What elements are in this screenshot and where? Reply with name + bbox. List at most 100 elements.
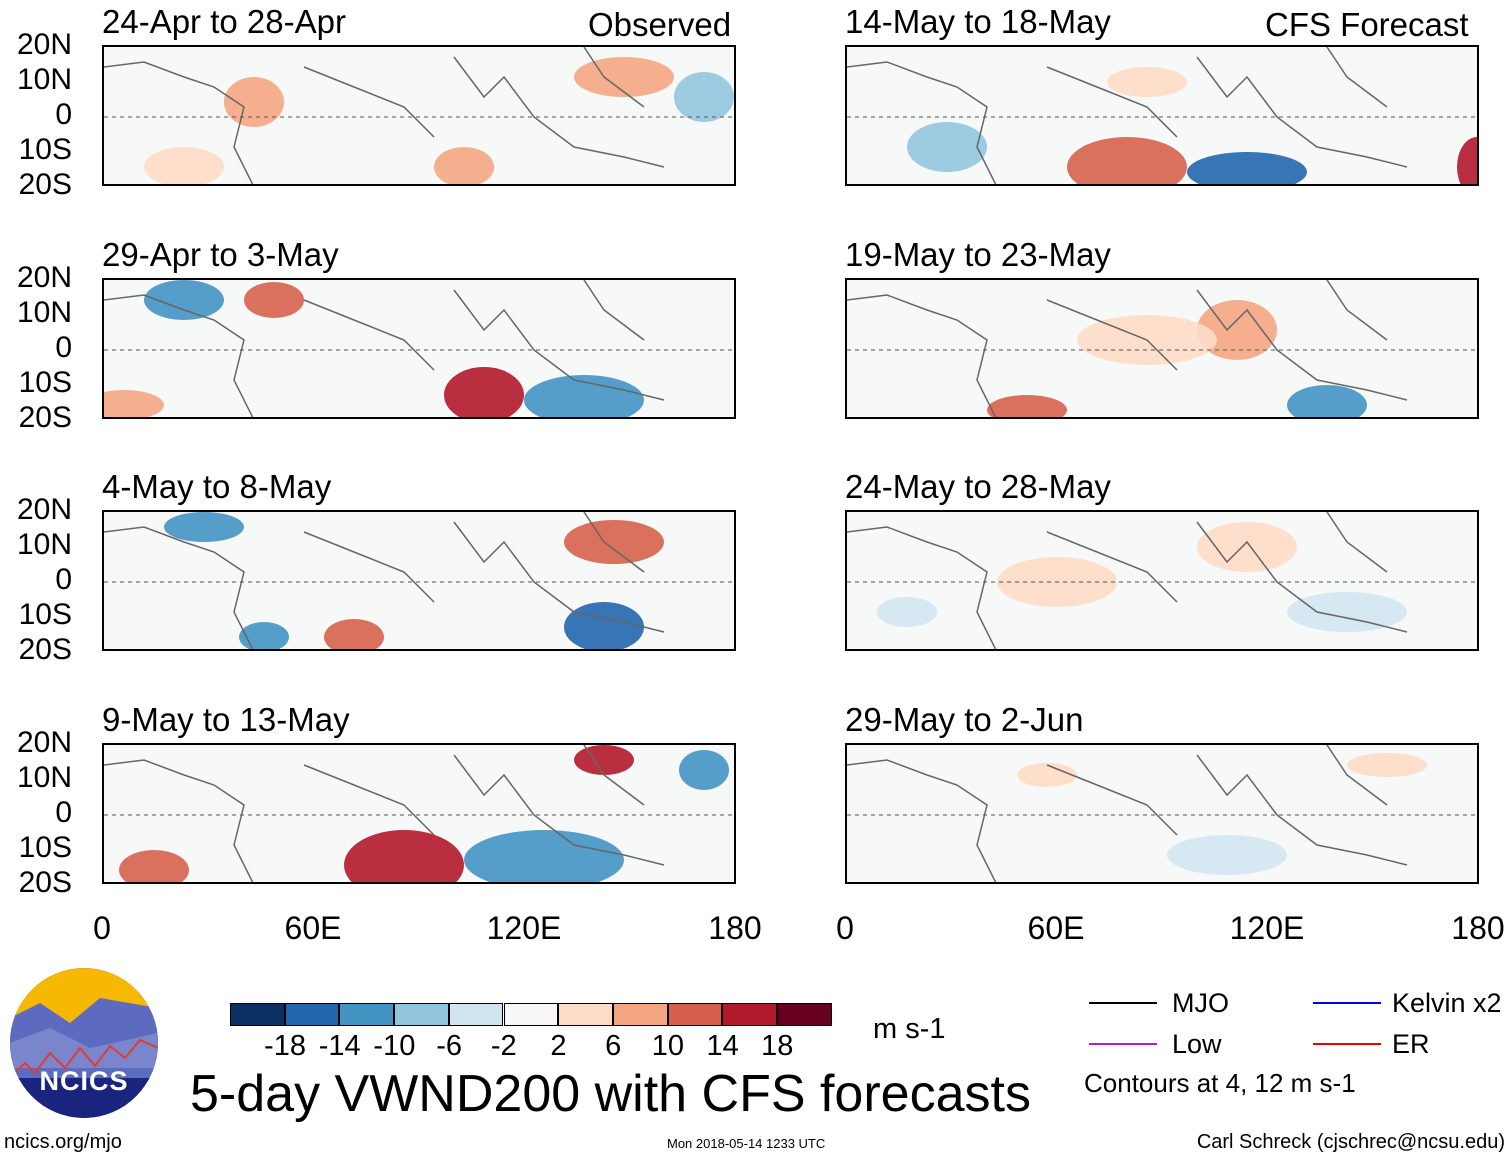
map-panel xyxy=(102,45,736,186)
anomaly-shading xyxy=(1287,592,1407,632)
anomaly-shading xyxy=(564,602,644,649)
coastline xyxy=(847,47,1408,184)
panel-title: 19-May to 23-May xyxy=(845,236,1111,273)
anomaly-shading xyxy=(344,830,464,882)
anomaly-map xyxy=(847,280,1477,417)
anomaly-map xyxy=(847,745,1477,882)
lat-label: 10S xyxy=(18,133,72,166)
map-panel xyxy=(845,510,1479,651)
forecast-header: CFS Forecast xyxy=(1265,6,1469,43)
lat-label: 10S xyxy=(18,366,72,399)
colorbar-label: 2 xyxy=(550,1030,567,1062)
lat-label: 10N xyxy=(16,528,72,561)
colorbar-swatch xyxy=(230,1003,285,1026)
legend-label-er: ER xyxy=(1392,1029,1430,1059)
map-panel xyxy=(845,45,1479,186)
panel-title: 24-Apr to 28-Apr xyxy=(102,3,346,40)
anomaly-shading xyxy=(444,367,524,417)
coastline xyxy=(847,280,1408,417)
coastline xyxy=(104,280,665,417)
lon-label: 0 xyxy=(836,910,854,946)
lat-label: 10N xyxy=(16,761,72,794)
colorbar-label: 10 xyxy=(651,1030,685,1062)
map-panel xyxy=(845,278,1479,419)
lat-label: 20S xyxy=(18,866,72,899)
colorbar-swatch xyxy=(394,1003,449,1026)
lat-label: 10N xyxy=(16,296,72,329)
lat-label: 20S xyxy=(18,633,72,666)
colorbar-swatch xyxy=(612,1003,668,1026)
anomaly-shading xyxy=(244,282,304,318)
anomaly-shading xyxy=(164,512,244,542)
anomaly-shading xyxy=(1187,152,1307,184)
anomaly-shading xyxy=(987,395,1067,417)
anomaly-shading xyxy=(1067,137,1187,184)
anomaly-shading xyxy=(434,147,494,184)
colorbar-swatch xyxy=(448,1003,504,1026)
panel-title: 29-Apr to 3-May xyxy=(102,236,339,273)
anomaly-shading xyxy=(674,72,734,122)
anomaly-shading xyxy=(1167,835,1287,875)
panel-title: 9-May to 13-May xyxy=(102,701,350,738)
colorbar-label: -14 xyxy=(318,1030,361,1062)
footer-timestamp: Mon 2018-05-14 1233 UTC xyxy=(667,1136,826,1151)
anomaly-shading xyxy=(144,280,224,320)
anomaly-shading xyxy=(119,850,189,882)
ncics-logo: NCICS xyxy=(10,968,158,1118)
footer-author: Carl Schreck (cjschrec@ncsu.edu) xyxy=(1196,1131,1505,1153)
anomaly-shading xyxy=(1457,137,1477,184)
lat-label: 0 xyxy=(55,796,72,829)
colorbar-swatch xyxy=(722,1003,777,1026)
footer-url[interactable]: ncics.org/mjo xyxy=(4,1131,122,1153)
anomaly-map xyxy=(104,512,734,649)
anomaly-shading xyxy=(1107,67,1187,97)
colorbar-label: -18 xyxy=(264,1030,306,1062)
anomaly-shading xyxy=(679,750,729,790)
anomaly-shading xyxy=(1197,300,1277,360)
lat-label: 10N xyxy=(16,63,72,96)
colorbar-swatch xyxy=(284,1003,340,1026)
lat-label: 0 xyxy=(55,331,72,364)
map-panel xyxy=(845,743,1479,884)
legend-line-er xyxy=(1313,1043,1381,1045)
lon-label: 180 xyxy=(1451,910,1505,946)
anomaly-shading xyxy=(1287,385,1367,417)
anomaly-shading xyxy=(1017,763,1077,787)
panel-title: 14-May to 18-May xyxy=(845,3,1111,40)
anomaly-shading xyxy=(574,745,634,775)
anomaly-map xyxy=(847,47,1477,184)
logo-text: NCICS xyxy=(39,1066,129,1096)
panel-title: 24-May to 28-May xyxy=(845,468,1111,505)
coastline xyxy=(104,745,665,882)
coastline xyxy=(104,47,665,184)
anomaly-shading xyxy=(574,57,674,97)
colorbar-swatch xyxy=(558,1003,613,1026)
colorbar-swatch xyxy=(777,1003,832,1026)
lon-label: 180 xyxy=(708,910,762,946)
lon-label: 60E xyxy=(1027,910,1085,946)
anomaly-map xyxy=(104,47,734,184)
coastline xyxy=(847,512,1408,649)
lat-label: 20N xyxy=(16,261,72,294)
anomaly-shading xyxy=(239,622,289,649)
anomaly-shading xyxy=(877,597,937,627)
lat-label: 10S xyxy=(18,831,72,864)
panel-title: 29-May to 2-Jun xyxy=(845,701,1084,738)
legend-label-low: Low xyxy=(1172,1029,1222,1059)
colorbar-swatch xyxy=(503,1003,559,1026)
lon-label: 120E xyxy=(486,910,562,946)
legend-label-mjo: MJO xyxy=(1172,988,1229,1018)
lon-label: 0 xyxy=(93,910,111,946)
panel-title: 4-May to 8-May xyxy=(102,468,332,505)
map-panel xyxy=(102,743,736,884)
colorbar-label: 18 xyxy=(761,1030,794,1062)
legend-line-mjo xyxy=(1089,1002,1157,1004)
anomaly-map xyxy=(847,512,1477,649)
lat-label: 0 xyxy=(55,98,72,131)
map-panel xyxy=(102,278,736,419)
anomaly-shading xyxy=(144,147,224,184)
lon-label: 60E xyxy=(284,910,342,946)
anomaly-shading xyxy=(324,619,384,649)
anomaly-shading xyxy=(524,375,644,417)
main-title: 5-day VWND200 with CFS forecasts xyxy=(190,1065,1031,1123)
